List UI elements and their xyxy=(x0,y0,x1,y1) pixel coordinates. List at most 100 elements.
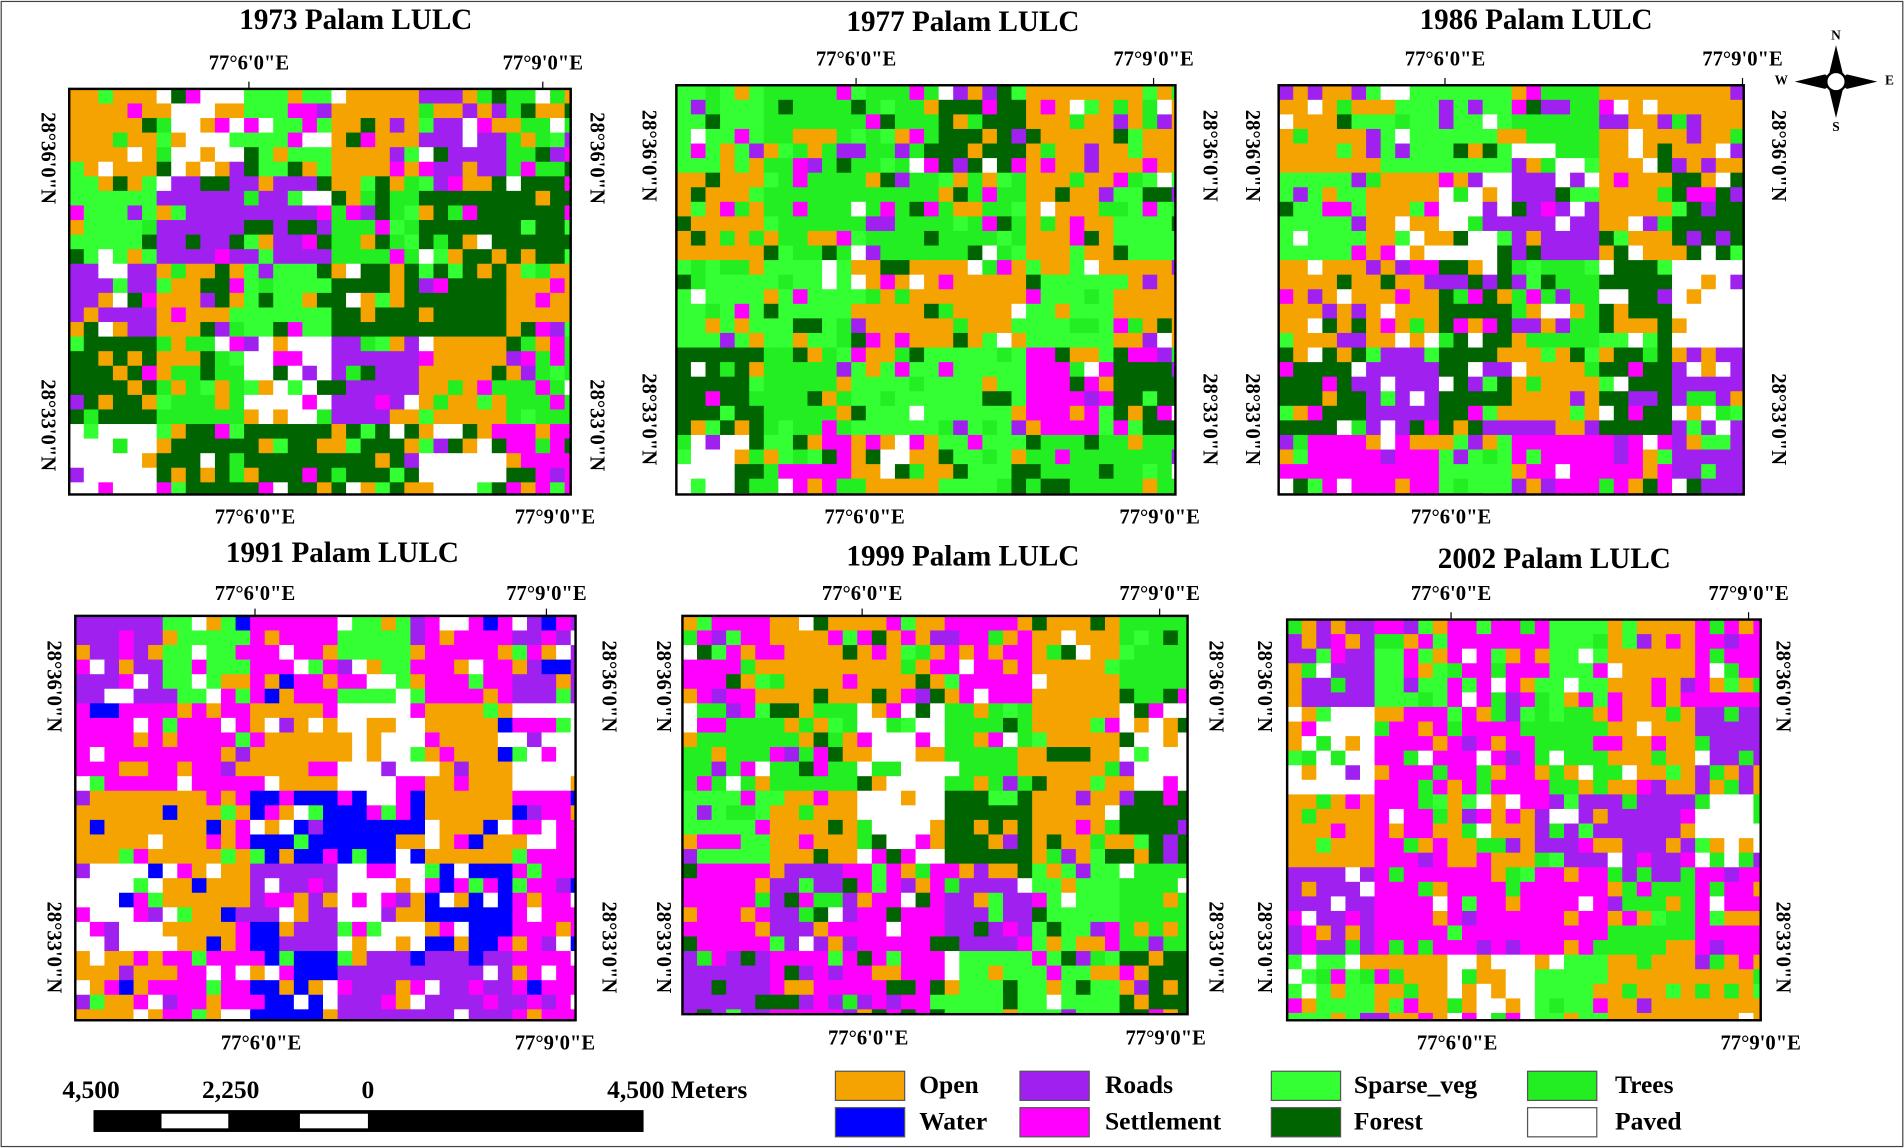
land-cell xyxy=(706,464,721,479)
land-cell xyxy=(396,834,411,849)
land-cell xyxy=(84,351,99,366)
land-cell xyxy=(454,616,469,631)
land-cell xyxy=(953,275,968,290)
land-cell xyxy=(1114,216,1129,231)
land-cell xyxy=(1128,129,1143,144)
land-cell xyxy=(527,703,542,718)
land-cell xyxy=(872,951,887,966)
land-cell xyxy=(866,318,881,333)
land-cell xyxy=(837,464,852,479)
land-cell xyxy=(1483,333,1498,348)
land-cell xyxy=(171,235,186,250)
land-cell xyxy=(512,820,527,835)
land-cell xyxy=(866,231,881,246)
land-cell xyxy=(200,103,215,118)
land-cell xyxy=(784,747,799,762)
land-cell xyxy=(1337,129,1352,144)
land-cell xyxy=(404,366,419,381)
land-cell xyxy=(939,85,954,100)
land-cell xyxy=(381,718,396,733)
land-cell xyxy=(1308,246,1323,261)
land-cell xyxy=(148,791,163,806)
land-cell xyxy=(512,995,527,1010)
land-cell xyxy=(75,980,90,995)
land-cell xyxy=(434,176,449,191)
land-cell xyxy=(119,616,134,631)
land-cell xyxy=(404,176,419,191)
land-cell xyxy=(1541,275,1556,290)
land-cell xyxy=(1658,129,1673,144)
land-cell xyxy=(206,776,221,791)
land-cell xyxy=(726,762,741,777)
land-cell xyxy=(492,337,507,352)
land-cell xyxy=(866,144,881,159)
land-cell xyxy=(506,278,521,293)
land-cell xyxy=(69,366,84,381)
land-cell xyxy=(1628,144,1643,159)
land-cell xyxy=(706,377,721,392)
land-cell xyxy=(1099,420,1114,435)
land-cell xyxy=(1716,391,1731,406)
land-cell xyxy=(1143,479,1158,494)
land-cell xyxy=(157,293,172,308)
land-cell xyxy=(308,689,323,704)
land-cell xyxy=(1128,391,1143,406)
land-cell xyxy=(735,304,750,319)
land-cell xyxy=(676,129,691,144)
land-cell xyxy=(1114,173,1129,188)
land-cell xyxy=(294,718,309,733)
land-cell xyxy=(186,439,201,454)
land-cell xyxy=(1701,377,1716,392)
land-cell xyxy=(186,307,201,322)
land-cell xyxy=(142,482,157,495)
land-cell xyxy=(259,191,274,206)
land-cell xyxy=(521,176,536,191)
land-cell xyxy=(375,133,390,148)
land-cell xyxy=(974,893,989,908)
land-cell xyxy=(872,616,887,631)
land-cell xyxy=(1410,406,1425,421)
land-cell xyxy=(997,173,1012,188)
land-cell xyxy=(1585,362,1600,377)
land-cell xyxy=(1556,377,1571,392)
land-cell xyxy=(1128,348,1143,363)
land-cell xyxy=(206,878,221,893)
land-cell xyxy=(1163,820,1178,835)
land-cell xyxy=(463,278,478,293)
land-cell xyxy=(851,304,866,319)
land-cell xyxy=(521,409,536,424)
land-cell xyxy=(302,176,317,191)
land-cell xyxy=(556,820,571,835)
land-cell xyxy=(953,114,968,129)
land-cell xyxy=(163,922,178,937)
land-cell xyxy=(1570,216,1585,231)
land-cell xyxy=(916,995,931,1010)
land-cell xyxy=(1672,391,1687,406)
land-cell xyxy=(454,834,469,849)
land-cell xyxy=(1041,391,1056,406)
land-cell xyxy=(113,322,128,337)
land-cell xyxy=(1730,275,1744,290)
land-cell xyxy=(1608,649,1623,664)
land-cell xyxy=(1658,144,1673,159)
land-cell xyxy=(1157,289,1172,304)
land-cell xyxy=(75,864,90,879)
land-cell xyxy=(837,406,852,421)
land-cell xyxy=(1483,144,1498,159)
land-cell xyxy=(1716,377,1731,392)
land-cell xyxy=(1468,85,1483,100)
land-cell xyxy=(148,820,163,835)
land-cell xyxy=(1570,173,1585,188)
land-cell xyxy=(230,176,245,191)
land-cell xyxy=(302,424,317,439)
land-cell xyxy=(691,464,706,479)
land-cell xyxy=(939,435,954,450)
land-cell xyxy=(997,100,1012,115)
land-cell xyxy=(294,703,309,718)
land-cell xyxy=(1055,85,1070,100)
land-cell xyxy=(308,936,323,951)
land-cell xyxy=(1614,144,1629,159)
land-cell xyxy=(440,645,455,660)
land-cell xyxy=(1157,216,1172,231)
land-cell xyxy=(200,293,215,308)
